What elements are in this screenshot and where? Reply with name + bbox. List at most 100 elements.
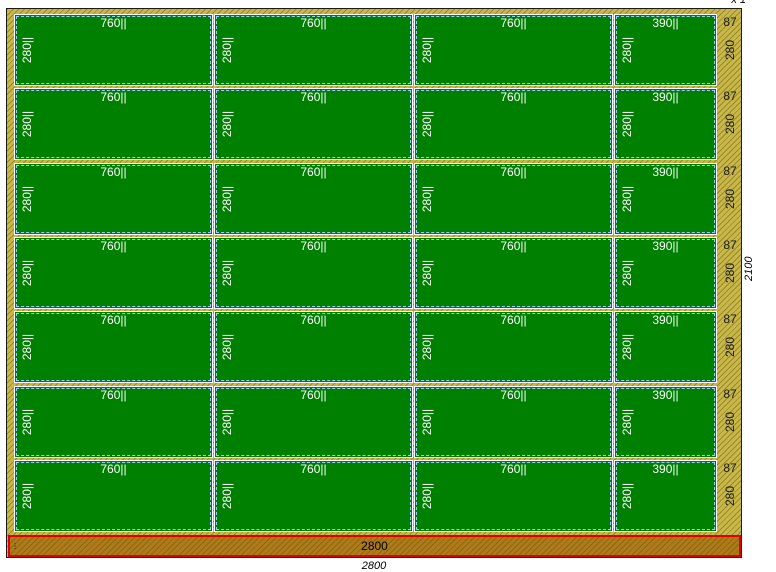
- panel-width-label: 760||: [100, 313, 127, 327]
- remnant-piece[interactable]: 87 280: [718, 237, 742, 309]
- panel[interactable]: 760|| 280||: [214, 14, 413, 86]
- panel-width-label: 760||: [300, 90, 327, 104]
- panel[interactable]: 760|| 280||: [14, 163, 213, 235]
- panel[interactable]: 760|| 280||: [214, 386, 413, 458]
- panel-width-label: 760||: [500, 90, 527, 104]
- panel-height-label: 280||: [20, 185, 34, 213]
- narrow-panel[interactable]: 390|| 280||: [614, 311, 717, 383]
- panel[interactable]: 760|| 280||: [14, 460, 213, 532]
- panel-height-label: 280||: [220, 259, 234, 287]
- panel-height-label: 280||: [620, 36, 634, 64]
- narrow-panel[interactable]: 390|| 280||: [614, 460, 717, 532]
- panel-width-label: 760||: [100, 90, 127, 104]
- panel-width-label: 760||: [500, 165, 527, 179]
- panel-height-label: 280||: [20, 110, 34, 138]
- remnant-piece[interactable]: 87 280: [718, 311, 742, 383]
- panel-height-label: 280||: [620, 408, 634, 436]
- panel[interactable]: 760|| 280||: [414, 163, 613, 235]
- remnant-piece[interactable]: 87 280: [718, 386, 742, 458]
- remnant-width-label: 87: [723, 89, 737, 103]
- panel[interactable]: 760|| 280||: [414, 386, 613, 458]
- panel[interactable]: 760|| 280||: [414, 237, 613, 309]
- panel[interactable]: 760|| 280||: [14, 311, 213, 383]
- panel-height-label: 280||: [20, 333, 34, 361]
- panel-width-label: 760||: [500, 462, 527, 476]
- narrow-panel[interactable]: 390|| 280||: [614, 14, 717, 86]
- panel-height-label: 280||: [20, 36, 34, 64]
- remnant-height-label: 280: [723, 188, 737, 210]
- panel-width-label: 390||: [652, 239, 679, 253]
- remnant-height-label: 280: [723, 262, 737, 284]
- panel[interactable]: 760|| 280||: [14, 237, 213, 309]
- panel[interactable]: 760|| 280||: [214, 88, 413, 160]
- panel-height-label: 280||: [420, 110, 434, 138]
- panel-width-label: 760||: [500, 388, 527, 402]
- sheet-height-dimension: 2100: [743, 256, 755, 281]
- panel-height-label: 280||: [20, 482, 34, 510]
- panel-width-label: 390||: [652, 388, 679, 402]
- remnant-width-label: 87: [723, 164, 737, 178]
- panel[interactable]: 760|| 280||: [14, 14, 213, 86]
- panel-width-label: 390||: [652, 16, 679, 30]
- remnant-width-label: 87: [723, 238, 737, 252]
- panel-width-label: 390||: [652, 462, 679, 476]
- narrow-panel[interactable]: 390|| 280||: [614, 163, 717, 235]
- narrow-panel[interactable]: 390|| 280||: [614, 386, 717, 458]
- panel[interactable]: 760|| 280||: [414, 14, 613, 86]
- remnant-height-label: 280: [723, 39, 737, 61]
- panel-width-label: 760||: [100, 165, 127, 179]
- narrow-panel[interactable]: 390|| 280||: [614, 237, 717, 309]
- bottom-offcut-strip[interactable]: ... 2800: [8, 535, 741, 557]
- panel-height-label: 280||: [420, 333, 434, 361]
- panel-height-label: 280||: [420, 185, 434, 213]
- panel-width-label: 760||: [100, 16, 127, 30]
- remnant-height-label: 280: [723, 113, 737, 135]
- panel-height-label: 280||: [620, 185, 634, 213]
- panel-width-label: 760||: [300, 462, 327, 476]
- remnant-height-label: 280: [723, 485, 737, 507]
- narrow-panel[interactable]: 390|| 280||: [614, 88, 717, 160]
- panel-height-label: 280||: [620, 482, 634, 510]
- panel[interactable]: 760|| 280||: [214, 311, 413, 383]
- panel-width-label: 390||: [652, 313, 679, 327]
- remnant-width-label: 87: [723, 387, 737, 401]
- panel-height-label: 280||: [220, 110, 234, 138]
- panel-height-label: 280||: [20, 259, 34, 287]
- remnant-piece[interactable]: 87 280: [718, 163, 742, 235]
- panel-width-label: 760||: [100, 239, 127, 253]
- panel[interactable]: 760|| 280||: [214, 163, 413, 235]
- panel-height-label: 280||: [620, 110, 634, 138]
- remnant-piece[interactable]: 87 280: [718, 460, 742, 532]
- remnant-width-label: 87: [723, 461, 737, 475]
- panel-width-label: 760||: [100, 462, 127, 476]
- panel[interactable]: 760|| 280||: [14, 386, 213, 458]
- remnant-height-label: 280: [723, 336, 737, 358]
- panel[interactable]: 760|| 280||: [214, 237, 413, 309]
- remnant-width-label: 87: [723, 312, 737, 326]
- remnant-piece[interactable]: 87 280: [718, 14, 742, 86]
- panel[interactable]: 760|| 280||: [214, 460, 413, 532]
- panel-height-label: 280||: [220, 482, 234, 510]
- panel[interactable]: 760|| 280||: [14, 88, 213, 160]
- panel-height-label: 280||: [220, 408, 234, 436]
- panel[interactable]: 760|| 280||: [414, 460, 613, 532]
- remnant-piece[interactable]: 87 280: [718, 88, 742, 160]
- panel-height-label: 280||: [20, 408, 34, 436]
- panel-width-label: 760||: [300, 16, 327, 30]
- panel-width-label: 390||: [652, 90, 679, 104]
- panel-width-label: 760||: [500, 313, 527, 327]
- panel[interactable]: 760|| 280||: [414, 88, 613, 160]
- panel-height-label: 280||: [620, 333, 634, 361]
- panel-width-label: 760||: [300, 313, 327, 327]
- panel-width-label: 760||: [100, 388, 127, 402]
- panel-width-label: 760||: [500, 239, 527, 253]
- panel-height-label: 280||: [420, 259, 434, 287]
- panel-height-label: 280||: [420, 482, 434, 510]
- panel-width-label: 760||: [300, 239, 327, 253]
- panel-width-label: 760||: [300, 165, 327, 179]
- panel[interactable]: 760|| 280||: [414, 311, 613, 383]
- panel-height-label: 280||: [620, 259, 634, 287]
- panel-height-label: 280||: [220, 185, 234, 213]
- panel-height-label: 280||: [220, 333, 234, 361]
- sheet-count-label: x 1: [731, 0, 746, 6]
